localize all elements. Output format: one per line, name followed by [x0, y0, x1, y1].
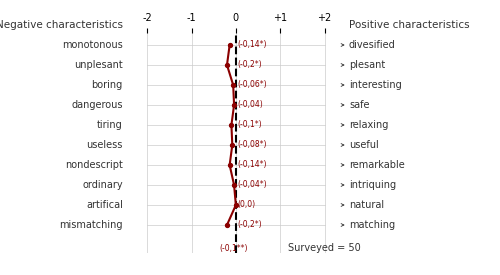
Text: natural: natural [349, 200, 384, 210]
Text: Negative characteristics: Negative characteristics [0, 20, 123, 30]
Text: plesant: plesant [349, 60, 385, 70]
Text: dangerous: dangerous [72, 100, 123, 110]
Text: (0,0): (0,0) [238, 200, 256, 210]
Text: interesting: interesting [349, 80, 402, 90]
Point [226, 43, 234, 47]
Text: remarkable: remarkable [349, 160, 405, 170]
Text: boring: boring [92, 80, 123, 90]
Text: monotonous: monotonous [62, 40, 123, 50]
Text: (-0,1**): (-0,1**) [220, 243, 248, 252]
Text: (-0,04): (-0,04) [238, 100, 264, 109]
Point [230, 103, 238, 107]
Text: safe: safe [349, 100, 370, 110]
Text: useless: useless [86, 140, 123, 150]
Text: Surveyed = 50: Surveyed = 50 [288, 243, 361, 253]
Text: Positive characteristics: Positive characteristics [349, 20, 470, 30]
Text: (-0,2*): (-0,2*) [238, 60, 262, 70]
Point [230, 183, 238, 187]
Text: (-0,14*): (-0,14*) [238, 40, 267, 50]
Text: (-0,2*): (-0,2*) [238, 221, 262, 230]
Text: (-0,1*): (-0,1*) [238, 120, 262, 130]
Text: useful: useful [349, 140, 378, 150]
Point [228, 143, 236, 147]
Point [232, 203, 240, 207]
Text: intriquing: intriquing [349, 180, 396, 190]
Text: matching: matching [349, 220, 395, 230]
Text: nondescript: nondescript [65, 160, 123, 170]
Text: (-0,14*): (-0,14*) [238, 161, 267, 169]
Point [228, 123, 235, 127]
Text: tiring: tiring [97, 120, 123, 130]
Point [226, 163, 234, 167]
Text: mismatching: mismatching [60, 220, 123, 230]
Text: relaxing: relaxing [349, 120, 389, 130]
Text: unplesant: unplesant [74, 60, 123, 70]
Text: artifical: artifical [86, 200, 123, 210]
Point [223, 63, 231, 67]
Text: (-0,08*): (-0,08*) [238, 141, 267, 150]
Text: (-0,04*): (-0,04*) [238, 180, 267, 189]
Text: divesified: divesified [349, 40, 396, 50]
Text: (-0,06*): (-0,06*) [238, 81, 267, 89]
Point [223, 223, 231, 227]
Text: ordinary: ordinary [82, 180, 123, 190]
Point [229, 83, 237, 87]
